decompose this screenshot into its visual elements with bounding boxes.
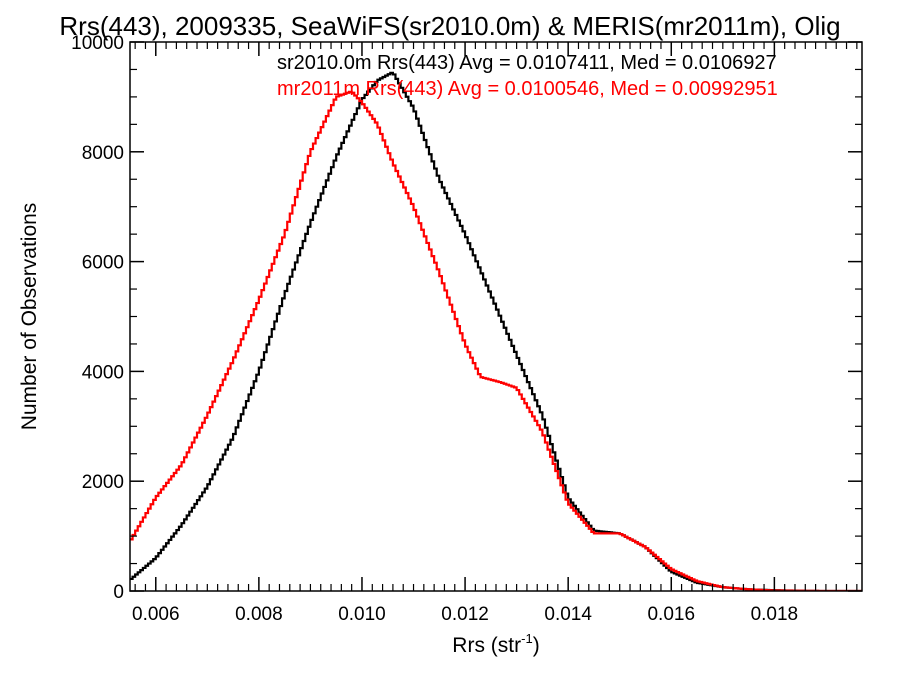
y-tick-label: 0 bbox=[113, 582, 124, 603]
y-tick-label: 2000 bbox=[82, 472, 124, 493]
legend: sr2010.0m Rrs(443) Avg = 0.0107411, Med … bbox=[277, 52, 778, 100]
y-tick-label: 8000 bbox=[82, 143, 124, 164]
x-tick-label: 0.006 bbox=[132, 604, 180, 625]
y-tick-label: 6000 bbox=[82, 253, 124, 274]
x-axis: 0.006 0.008 0.010 0.012 0.014 0.016 0.018 bbox=[132, 42, 858, 625]
y-tick-label: 4000 bbox=[82, 362, 124, 383]
plot-frame bbox=[129, 41, 863, 592]
chart-title: Rrs(443), 2009335, SeaWiFS(sr2010.0m) & … bbox=[59, 11, 840, 41]
x-axis-label-text: Rrs (str bbox=[452, 634, 521, 657]
x-tick-label: 0.010 bbox=[338, 604, 386, 625]
series-layer bbox=[130, 71, 862, 591]
x-axis-label: Rrs (str-1) bbox=[452, 631, 539, 657]
series-line-2 bbox=[130, 90, 862, 591]
series-line-1 bbox=[130, 71, 862, 591]
x-tick-label: 0.016 bbox=[647, 604, 695, 625]
y-tick-label: 10000 bbox=[71, 33, 124, 54]
x-axis-label-close: ) bbox=[533, 634, 540, 657]
x-tick-label: 0.008 bbox=[235, 604, 283, 625]
y-axis-label: Number of Observations bbox=[18, 203, 41, 431]
x-tick-label: 0.014 bbox=[544, 604, 592, 625]
x-axis-label-exponent: -1 bbox=[521, 631, 533, 646]
legend-entry-1: sr2010.0m Rrs(443) Avg = 0.0107411, Med … bbox=[277, 52, 777, 74]
legend-entry-2: mr2011m Rrs(443) Avg = 0.0100546, Med = … bbox=[277, 78, 778, 100]
x-tick-label: 0.012 bbox=[441, 604, 489, 625]
x-tick-label: 0.018 bbox=[751, 604, 799, 625]
y-axis: 0 2000 4000 6000 8000 10000 bbox=[71, 33, 862, 603]
